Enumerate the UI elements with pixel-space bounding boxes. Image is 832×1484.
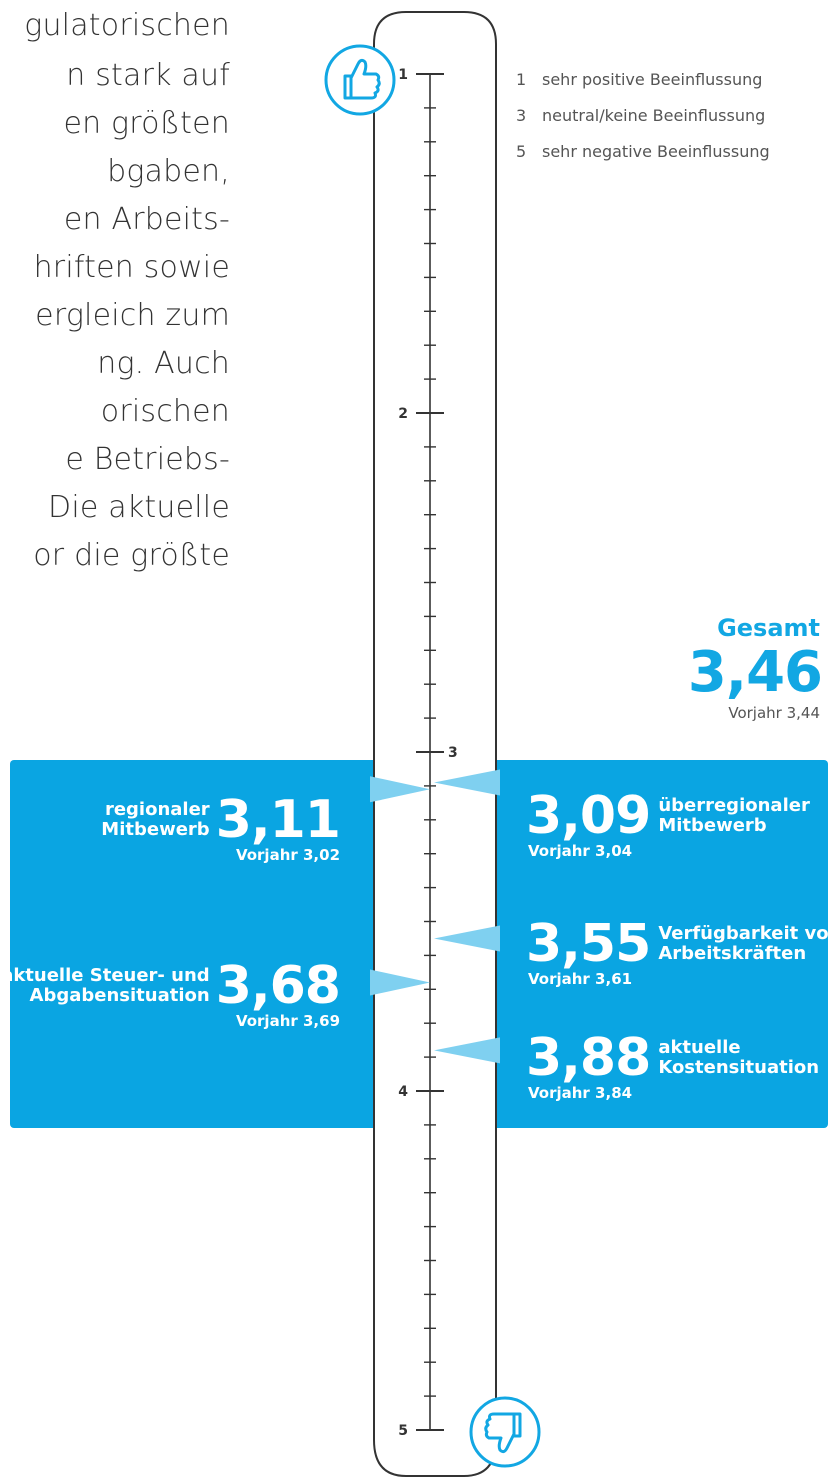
paragraph-line: bgaben, bbox=[107, 154, 230, 189]
value-pointers bbox=[370, 769, 500, 1064]
item-value: 3,55 bbox=[526, 914, 651, 974]
item-label: aktuelle bbox=[658, 1037, 741, 1058]
paragraph-line: e Betriebs- bbox=[65, 442, 230, 477]
item-label: Kostensituation bbox=[658, 1057, 820, 1078]
item-arbeitskraefte: 3,55 Verfügbarkeit von Arbeitskräften Vo… bbox=[526, 918, 832, 988]
value-pointer-kosten bbox=[434, 1037, 500, 1064]
value-pointer-ueberregional bbox=[434, 769, 500, 796]
item-value: 3,68 bbox=[215, 956, 341, 1016]
left-panel bbox=[10, 760, 376, 1128]
overall-value: 3,46 bbox=[687, 640, 823, 705]
right-panel bbox=[496, 760, 828, 1128]
paragraph-line: en größten bbox=[63, 106, 230, 141]
legend-item: 3 neutral/keine Beeinflussung bbox=[516, 106, 765, 125]
item-previous-year: Vorjahr 3,04 bbox=[528, 842, 633, 860]
axis-tick-label: 3 bbox=[448, 745, 458, 761]
axis-tick-label: 1 bbox=[398, 67, 408, 83]
overall-previous-year: Vorjahr 3,44 bbox=[728, 704, 820, 722]
value-pointer-regional bbox=[370, 776, 430, 803]
item-previous-year: Vorjahr 3,02 bbox=[235, 846, 340, 864]
item-label: Abgabensituation bbox=[29, 985, 210, 1006]
paragraph-line: gulatorischen bbox=[24, 8, 230, 43]
legend-number: 3 bbox=[516, 106, 527, 125]
item-regional-mitbewerb: regionaler Mitbewerb 3,11 Vorjahr 3,02 bbox=[101, 790, 341, 864]
item-label: Verfügbarkeit von bbox=[658, 923, 832, 944]
paragraph-line: orischen bbox=[100, 394, 230, 429]
axis-tick-label: 5 bbox=[398, 1423, 408, 1439]
item-steuer-abgaben: aktuelle Steuer- und Abgabensituation 3,… bbox=[1, 956, 341, 1030]
item-value: 3,09 bbox=[526, 786, 651, 846]
scale-track bbox=[373, 11, 497, 1477]
scale-ticks: 1 2 3 4 5 bbox=[398, 67, 458, 1439]
axis-tick-label: 2 bbox=[398, 406, 408, 422]
item-previous-year: Vorjahr 3,84 bbox=[528, 1084, 633, 1102]
legend-text: neutral/keine Beeinflussung bbox=[542, 106, 766, 125]
paragraph-line: Die aktuelle bbox=[48, 490, 230, 525]
axis-tick-label: 4 bbox=[398, 1084, 408, 1100]
value-pointer-steuer bbox=[370, 969, 430, 996]
item-ueberregional-mitbewerb: 3,09 überregionaler Mitbewerb Vorjahr 3,… bbox=[526, 790, 810, 860]
item-kostensituation: 3,88 aktuelle Kostensituation Vorjahr 3,… bbox=[526, 1032, 819, 1102]
value-pointer-arbeitskraefte bbox=[434, 925, 500, 952]
item-label: aktuelle Steuer- und bbox=[1, 965, 210, 986]
item-value: 3,88 bbox=[526, 1028, 651, 1088]
overall-label: Gesamt bbox=[717, 614, 820, 642]
item-label: Mitbewerb bbox=[658, 815, 767, 836]
item-label: Arbeitskräften bbox=[658, 943, 807, 964]
paragraph-line: or die größte bbox=[33, 538, 230, 573]
legend-number: 5 bbox=[516, 142, 527, 161]
legend-item: 1 sehr positive Beeinflussung bbox=[516, 70, 762, 89]
paragraph-line: n stark auf bbox=[66, 58, 230, 93]
item-previous-year: Vorjahr 3,69 bbox=[235, 1012, 340, 1030]
thumbs-up-icon bbox=[324, 44, 396, 116]
item-label: überregionaler bbox=[658, 795, 810, 816]
legend-text: sehr positive Beeinflussung bbox=[542, 70, 763, 89]
item-previous-year: Vorjahr 3,61 bbox=[528, 970, 633, 988]
body-paragraph: gulatorischen n stark auf en größten bga… bbox=[0, 0, 230, 600]
paragraph-line: en Arbeits- bbox=[63, 202, 230, 237]
item-label: Mitbewerb bbox=[101, 819, 210, 840]
legend-text: sehr negative Beeinflussung bbox=[542, 142, 770, 161]
thumbs-down-icon bbox=[469, 1396, 541, 1468]
legend-number: 1 bbox=[516, 70, 527, 89]
paragraph-line: hriften sowie bbox=[33, 250, 230, 285]
paragraph-line: ng. Auch bbox=[97, 346, 230, 381]
paragraph-line: ergleich zum bbox=[35, 298, 230, 333]
item-label: regionaler bbox=[104, 799, 210, 820]
item-value: 3,11 bbox=[215, 790, 341, 850]
legend-item: 5 sehr negative Beeinflussung bbox=[516, 142, 770, 161]
